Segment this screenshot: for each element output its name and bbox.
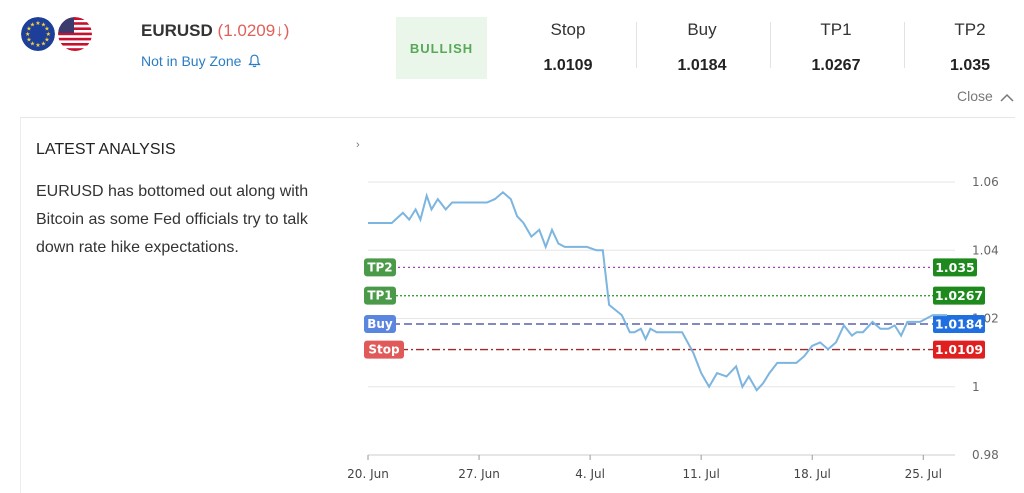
level-value: 1.035 <box>949 57 991 74</box>
svg-text:★: ★ <box>30 22 35 29</box>
svg-text:★: ★ <box>35 20 40 27</box>
level-tag-label: Buy <box>367 317 393 331</box>
level-tag-buy <box>364 314 396 333</box>
level-label: Stop <box>550 20 586 39</box>
level-value-tag-tp1 <box>933 286 985 305</box>
level-tag-label: TP1 <box>367 289 392 303</box>
level-value-label: 1.0267 <box>935 288 983 303</box>
y-tick-label: 1.04 <box>972 243 999 257</box>
signal-badge: BULLISH <box>396 17 487 79</box>
y-tick-label: 1 <box>972 380 980 394</box>
divider <box>770 22 771 68</box>
x-tick-label: 25. Jul <box>905 467 942 481</box>
level-value-label: 1.0184 <box>935 316 984 331</box>
zone-status-label: Not in Buy Zone <box>141 53 242 69</box>
level-label: TP2 <box>954 20 986 39</box>
x-tick-label: 11. Jul <box>682 467 719 481</box>
zone-status: Not in Buy Zone <box>141 53 261 71</box>
chevron-right-icon[interactable]: › <box>356 139 360 151</box>
level-stop: Stop 1.0109 <box>503 20 633 75</box>
level-value: 1.0267 <box>811 57 861 74</box>
divider <box>20 117 1015 118</box>
level-label: Buy <box>687 20 717 39</box>
level-tp1: TP1 1.0267 <box>771 20 901 75</box>
level-value-tag-tp2 <box>933 258 977 277</box>
chevron-up-icon <box>1000 93 1014 102</box>
eu-flag-icon: ★ ★ ★ ★ ★ ★ ★ ★ ★ ★ ★ ★ <box>21 17 55 51</box>
divider <box>636 22 637 68</box>
close-label: Close <box>957 88 993 104</box>
svg-text:★: ★ <box>41 22 46 29</box>
svg-text:★: ★ <box>41 41 46 48</box>
level-label: TP1 <box>820 20 852 39</box>
analysis-title: LATEST ANALYSIS <box>36 141 176 158</box>
level-value-label: 1.0109 <box>935 342 983 357</box>
y-tick-label: 0.98 <box>972 448 999 462</box>
instrument-price: (1.0209↓) <box>217 21 290 40</box>
x-tick-label: 20. Jun <box>347 467 389 481</box>
close-button[interactable]: Close <box>957 88 1014 104</box>
level-buy: Buy 1.0184 <box>637 20 767 75</box>
x-tick-label: 27. Jun <box>458 467 500 481</box>
svg-text:★: ★ <box>44 37 49 44</box>
instrument-header: EURUSD (1.0209↓) <box>141 21 289 41</box>
level-value: 1.0184 <box>677 57 727 74</box>
level-tag-tp1 <box>364 286 396 305</box>
level-value-label: 1.035 <box>935 260 975 275</box>
divider <box>904 22 905 68</box>
svg-text:★: ★ <box>30 41 35 48</box>
level-tag-label: TP2 <box>367 260 392 274</box>
level-tag-stop <box>364 340 404 359</box>
level-value-tag-stop <box>933 340 985 359</box>
x-tick-label: 4. Jul <box>575 467 605 481</box>
price-series-line <box>368 190 948 392</box>
divider <box>20 117 21 493</box>
instrument-symbol: EURUSD <box>141 21 213 40</box>
level-tp2: TP2 1.035 <box>905 20 1024 75</box>
level-value-tag-buy <box>933 314 985 333</box>
y-tick-label: 1.06 <box>972 175 999 189</box>
level-tag-tp2 <box>364 258 396 277</box>
x-tick-label: 18. Jul <box>794 467 831 481</box>
level-value: 1.0109 <box>543 57 593 74</box>
svg-text:★: ★ <box>44 26 49 33</box>
us-flag-icon <box>58 17 92 51</box>
svg-text:★: ★ <box>25 31 30 38</box>
svg-text:★: ★ <box>35 42 40 49</box>
bell-icon[interactable] <box>248 54 261 71</box>
svg-text:★: ★ <box>46 31 51 38</box>
svg-text:★: ★ <box>26 26 31 33</box>
svg-text:★: ★ <box>26 37 31 44</box>
analysis-text: EURUSD has bottomed out along with Bitco… <box>36 183 309 256</box>
level-tag-label: Stop <box>368 343 400 357</box>
